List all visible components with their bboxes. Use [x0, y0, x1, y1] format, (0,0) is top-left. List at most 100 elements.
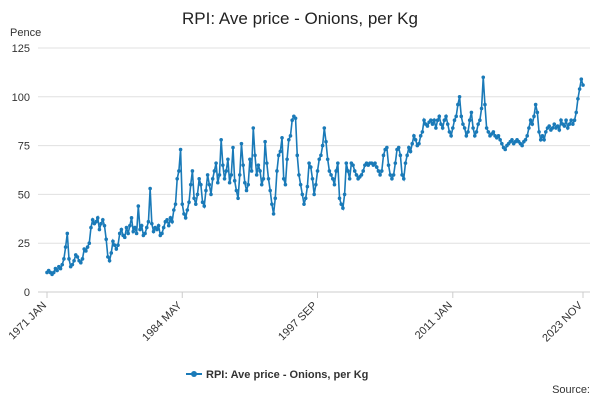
point	[178, 147, 183, 152]
point	[190, 169, 195, 173]
point	[528, 118, 533, 123]
point	[444, 114, 448, 119]
point	[80, 257, 85, 261]
point	[474, 130, 479, 134]
point	[249, 169, 254, 173]
legend-marker	[191, 371, 197, 377]
y-tick-label: 0	[24, 287, 30, 299]
point	[254, 173, 259, 177]
point	[466, 130, 470, 134]
point	[62, 257, 66, 261]
point	[195, 192, 200, 197]
point	[456, 102, 460, 107]
point	[243, 180, 247, 185]
point	[150, 221, 154, 226]
point	[381, 153, 386, 158]
point	[351, 163, 355, 167]
point	[452, 118, 457, 123]
point	[532, 114, 536, 119]
point	[339, 202, 344, 206]
point	[464, 134, 469, 138]
point	[469, 110, 474, 115]
point	[222, 176, 227, 181]
point	[451, 126, 455, 130]
point	[290, 118, 294, 123]
point	[200, 200, 205, 205]
point	[581, 83, 585, 87]
point	[224, 169, 229, 173]
point	[320, 143, 325, 148]
point	[544, 130, 548, 134]
point	[412, 134, 416, 138]
point	[155, 227, 159, 232]
point	[95, 216, 100, 220]
point	[564, 118, 568, 123]
point	[248, 157, 252, 162]
point	[312, 192, 316, 197]
point	[555, 124, 560, 128]
point	[185, 208, 190, 212]
source: Source:	[552, 384, 590, 396]
point	[148, 186, 152, 191]
point	[298, 182, 303, 187]
point	[72, 258, 76, 263]
point	[156, 223, 161, 228]
point	[166, 223, 171, 228]
point	[266, 176, 271, 181]
point	[574, 110, 579, 115]
point	[259, 182, 264, 187]
point	[268, 188, 272, 193]
point	[408, 149, 413, 154]
point	[310, 176, 315, 181]
point	[278, 149, 283, 154]
point	[437, 114, 442, 119]
point	[576, 96, 580, 101]
point	[396, 145, 401, 150]
point	[479, 106, 484, 111]
point	[486, 130, 491, 134]
series-line	[46, 77, 584, 276]
point	[565, 126, 570, 130]
point	[122, 235, 127, 240]
point	[413, 137, 418, 142]
point	[236, 196, 240, 201]
y-tick-label: 75	[18, 141, 30, 153]
point	[170, 219, 174, 224]
legend-label: RPI: Ave price - Onions, per Kg	[206, 369, 368, 381]
point	[484, 126, 489, 130]
point	[60, 262, 65, 267]
point	[168, 216, 173, 220]
point	[418, 134, 423, 138]
point	[398, 153, 403, 158]
point	[336, 161, 340, 165]
x-tick-label: 1971 JAN	[6, 300, 49, 343]
point	[393, 161, 398, 165]
point	[307, 161, 311, 165]
point	[459, 114, 464, 119]
point	[467, 118, 472, 123]
point	[237, 173, 242, 177]
y-tick-label: 125	[12, 43, 30, 55]
point	[314, 182, 318, 187]
point	[102, 223, 107, 228]
point	[182, 212, 186, 216]
point	[227, 180, 232, 185]
y-tick-label: 50	[18, 189, 30, 201]
point	[324, 139, 328, 144]
point	[579, 77, 584, 82]
point	[547, 124, 551, 128]
point	[297, 173, 301, 177]
x-tick-label: 2011 JAN	[413, 300, 455, 342]
point	[385, 145, 389, 150]
point	[175, 176, 179, 181]
point	[308, 165, 313, 169]
point	[232, 178, 237, 183]
point	[557, 128, 562, 132]
point	[226, 157, 230, 162]
point	[139, 223, 144, 228]
point	[87, 241, 92, 245]
y-tick-label: 100	[12, 92, 30, 104]
point	[302, 202, 306, 206]
point	[440, 126, 445, 130]
point	[352, 169, 357, 173]
